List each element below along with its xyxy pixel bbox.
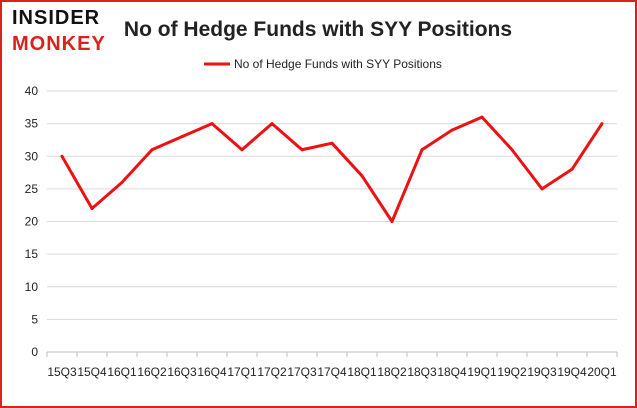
data-point: [90, 206, 94, 210]
y-tick-label: 30: [25, 149, 39, 163]
x-tick-label: 19Q4: [557, 365, 587, 379]
x-tick-label: 16Q3: [167, 365, 197, 379]
data-point: [180, 135, 184, 139]
x-tick-label: 16Q2: [137, 365, 167, 379]
y-tick-label: 20: [25, 215, 39, 229]
x-tick-label: 16Q1: [107, 365, 137, 379]
logo-line1: INSIDER: [12, 7, 100, 29]
x-tick-label: 16Q4: [197, 365, 227, 379]
x-tick-label: 18Q4: [437, 365, 467, 379]
x-tick-label: 18Q3: [407, 365, 437, 379]
y-tick-label: 0: [31, 345, 38, 359]
x-tick-label: 18Q2: [377, 365, 407, 379]
data-point: [330, 141, 334, 145]
logo-line2: MONKEY: [12, 33, 106, 55]
x-tick-label: 15Q3: [47, 365, 77, 379]
x-tick-label: 19Q2: [497, 365, 527, 379]
data-point: [300, 148, 304, 152]
y-tick-label: 25: [25, 182, 39, 196]
data-point: [420, 148, 424, 152]
data-point: [210, 122, 214, 126]
data-point: [570, 167, 574, 171]
data-point: [480, 115, 484, 119]
x-tick-label: 18Q1: [347, 365, 377, 379]
data-point: [360, 174, 364, 178]
data-point: [60, 154, 64, 158]
x-tick-label: 17Q2: [257, 365, 287, 379]
x-tick-label: 19Q3: [527, 365, 557, 379]
data-point: [390, 220, 394, 223]
y-tick-labels: 0 5 10 15 20 25 30 35 40: [25, 84, 39, 359]
y-tick-label: 5: [31, 312, 38, 326]
y-tick-label: 40: [25, 84, 39, 98]
y-tick-label: 35: [25, 117, 39, 131]
data-point: [270, 122, 274, 126]
y-tick-label: 10: [25, 280, 39, 294]
x-tick-label: 20Q1: [587, 365, 617, 379]
series-layer: [60, 115, 604, 223]
data-point: [510, 148, 514, 152]
data-point: [150, 148, 154, 152]
data-point: [540, 187, 544, 191]
data-point: [240, 148, 244, 152]
data-point: [600, 122, 604, 126]
x-tick-label: 17Q4: [317, 365, 347, 379]
chart-title: No of Hedge Funds with SYY Positions: [124, 18, 512, 41]
y-tick-label: 15: [25, 247, 39, 261]
legend-label: No of Hedge Funds with SYY Positions: [234, 57, 442, 71]
x-tick-label: 19Q1: [467, 365, 497, 379]
x-tick-labels: 15Q3 15Q4 16Q1 16Q2 16Q3 16Q4 17Q1 17Q2 17Q3 17Q4…: [47, 365, 617, 379]
x-tick-label: 17Q1: [227, 365, 257, 379]
grid-layer: [46, 90, 618, 357]
x-tick-label: 17Q3: [287, 365, 317, 379]
data-point: [450, 128, 454, 132]
x-tick-label: 15Q4: [77, 365, 107, 379]
data-point: [120, 180, 124, 184]
